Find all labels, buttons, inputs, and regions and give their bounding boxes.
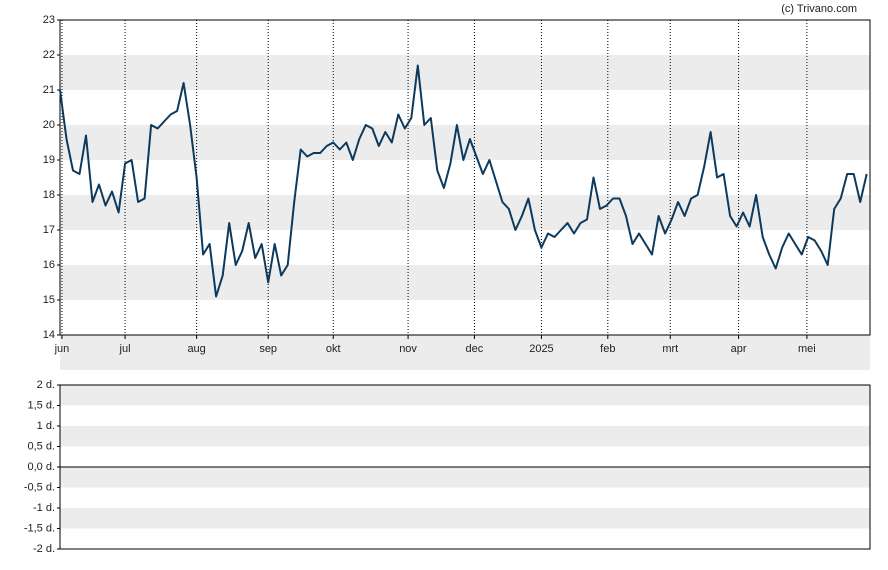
y-tick-label: 17 xyxy=(43,224,55,236)
plot-frame xyxy=(59,384,871,550)
x-tick-label: apr xyxy=(731,343,747,355)
band xyxy=(60,385,870,406)
y-tick-label: -0,5 d. xyxy=(24,481,55,493)
x-tick-label: jun xyxy=(54,343,70,355)
y-tick-label: 15 xyxy=(43,294,55,306)
x-tick-label: jul xyxy=(119,343,131,355)
x-tick-label: okt xyxy=(326,343,341,355)
band xyxy=(60,508,870,529)
y-tick-label: 1,5 d. xyxy=(27,399,55,411)
y-tick-label: -1,5 d. xyxy=(24,522,55,534)
y-tick-label: -1 d. xyxy=(33,502,55,514)
x-tick-label: nov xyxy=(399,343,417,355)
price-line xyxy=(59,64,868,298)
y-tick-label: 14 xyxy=(43,329,55,341)
x-tick-label: mrt xyxy=(662,343,678,355)
y-tick-label: 19 xyxy=(43,154,55,166)
y-tick-label: 0,5 d. xyxy=(27,440,55,452)
band xyxy=(60,426,870,447)
band xyxy=(60,467,870,488)
band xyxy=(60,265,870,300)
band xyxy=(60,335,870,370)
y-tick-label: 0,0 d. xyxy=(27,461,55,473)
source: (c) Trivano.com xyxy=(781,3,857,15)
y-tick-label: 22 xyxy=(43,49,55,61)
y-tick-label: -2 d. xyxy=(33,543,55,555)
band xyxy=(60,55,870,90)
plot-frame xyxy=(59,19,871,336)
x-tick-label: aug xyxy=(187,343,205,355)
x-tick-label: mei xyxy=(798,343,816,355)
x-tick-label: 2025 xyxy=(529,343,553,355)
x-tick-label: feb xyxy=(600,343,615,355)
x-tick-label: dec xyxy=(466,343,484,355)
y-tick-label: 16 xyxy=(43,259,55,271)
y-tick-label: 18 xyxy=(43,189,55,201)
y-tick-label: 23 xyxy=(43,14,55,26)
y-tick-label: 21 xyxy=(43,84,55,96)
y-tick-label: 2 d. xyxy=(37,379,55,391)
x-tick-label: sep xyxy=(259,343,277,355)
y-tick-label: 1 d. xyxy=(37,420,55,432)
y-tick-label: 20 xyxy=(43,119,55,131)
